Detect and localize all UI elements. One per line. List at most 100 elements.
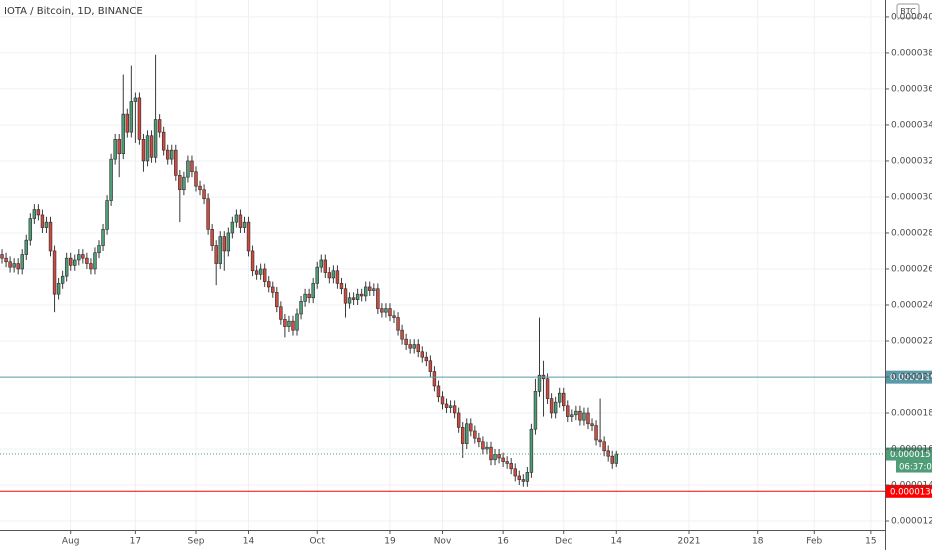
candle-body (372, 288, 376, 291)
candle-body (319, 259, 323, 268)
candle-body (465, 423, 469, 444)
candle-body (93, 252, 97, 270)
candle-body (440, 396, 445, 405)
candle-body (69, 257, 73, 266)
hline-label-box (886, 484, 932, 498)
candle-body (339, 283, 344, 290)
candle-body (161, 131, 166, 151)
chart-title: IOTA / Bitcoin, 1D, BINANCE (4, 6, 143, 17)
hline-label-text: 0.00001365 (890, 487, 932, 497)
candle-body (113, 139, 117, 160)
candle-body (287, 320, 291, 327)
candle-body (493, 454, 497, 461)
candle-body (137, 97, 142, 140)
candle-body (436, 385, 441, 398)
candle-body (533, 391, 538, 430)
candle-body (85, 257, 89, 264)
candle-body (262, 268, 267, 282)
candle-body (481, 441, 485, 450)
x-tick-label: 16 (497, 537, 509, 547)
x-tick-label: 19 (384, 537, 396, 547)
candle-body (170, 149, 174, 160)
candle-body (198, 185, 202, 191)
candle-body (165, 149, 170, 160)
candle-body (52, 250, 57, 295)
candle-body (509, 463, 513, 470)
candle-body (157, 119, 162, 133)
candle-body (578, 410, 582, 421)
candle-body (469, 423, 473, 432)
candle-body (364, 286, 368, 297)
candle-body (570, 414, 574, 417)
candle-body (242, 221, 247, 228)
candle-body (60, 275, 65, 284)
y-tick-label: 0.00002400 (891, 300, 932, 310)
candle-body (226, 232, 231, 252)
candle-body (109, 158, 113, 201)
candle-body (28, 218, 33, 241)
candle-body (254, 270, 259, 275)
candle-body (416, 344, 420, 353)
candle-body (295, 313, 299, 331)
candle-body (40, 214, 45, 228)
candle-body (194, 171, 198, 187)
candle-body (359, 293, 364, 297)
x-tick-label: Feb (806, 537, 822, 547)
candle-body (214, 245, 218, 264)
candle-body (56, 283, 61, 295)
x-tick-label: 18 (752, 537, 764, 547)
candle-body (460, 427, 465, 444)
candle-body (283, 319, 287, 327)
candle-body (153, 119, 158, 158)
candle-body (327, 272, 332, 279)
x-tick-label: 2021 (678, 537, 701, 547)
candle-body (400, 329, 404, 340)
candle-body (218, 236, 222, 264)
candle-body (129, 101, 134, 133)
candle-body (606, 450, 610, 457)
candle-body (549, 398, 554, 414)
candle-body (186, 160, 190, 178)
candle-body (81, 254, 85, 259)
candle-body (222, 236, 226, 252)
y-tick-label: 0.00004000 (891, 12, 932, 22)
candle-body (610, 455, 614, 464)
candle-body (384, 308, 388, 313)
currency-badge[interactable] (896, 3, 920, 19)
candle-body (117, 139, 121, 155)
countdown-box (896, 460, 932, 473)
candle-body (477, 437, 481, 443)
candle-body (452, 405, 457, 414)
candle-body (12, 263, 16, 268)
candle-body (73, 259, 77, 266)
candle-body (291, 320, 295, 331)
candle-body (412, 344, 416, 349)
candle-body (182, 176, 186, 191)
candle-body (331, 270, 336, 279)
candle-body (420, 351, 425, 358)
x-tick-label: Nov (434, 537, 452, 547)
candle-body (44, 221, 49, 228)
y-tick-label: 0.00003200 (891, 156, 932, 166)
candle-body (315, 266, 319, 284)
candle-body (388, 308, 392, 317)
candle-body (614, 453, 618, 464)
candle-body (258, 268, 263, 275)
y-tick-label: 0.00002800 (891, 228, 932, 238)
candle-body (521, 479, 526, 482)
candle-body (307, 293, 311, 299)
candle-body (553, 401, 558, 414)
candle-body (602, 441, 606, 452)
x-tick-label: 17 (130, 537, 141, 547)
candle-body (513, 468, 517, 477)
candle-body (32, 209, 37, 219)
x-tick-label: Sep (188, 537, 205, 547)
x-tick-label: 15 (865, 537, 876, 547)
candle-body (525, 472, 530, 482)
candle-body (566, 405, 570, 417)
candle-body (279, 306, 283, 320)
candle-body (89, 263, 93, 270)
candle-body (489, 446, 493, 461)
candle-body (145, 135, 150, 162)
